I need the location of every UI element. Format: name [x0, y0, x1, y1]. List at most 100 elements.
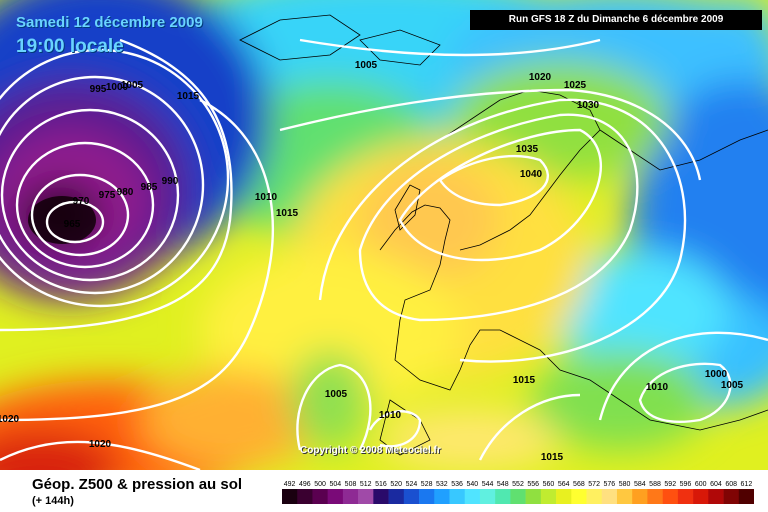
- isobar-label: 1010: [379, 410, 402, 421]
- legend-swatch: [434, 489, 450, 504]
- isobar-label: 985: [141, 182, 158, 193]
- legend-swatch: [297, 489, 313, 504]
- isobar-label: 1005: [121, 80, 144, 91]
- legend-swatch: [449, 489, 466, 504]
- isobar-label: 970: [73, 196, 90, 207]
- legend-swatch: [632, 489, 648, 504]
- isobar-lines: [0, 38, 768, 470]
- isobar-label: 1015: [513, 375, 536, 386]
- legend-swatch: [282, 489, 298, 504]
- forecast-date: Samedi 12 décembre 2009: [16, 14, 203, 31]
- legend-value-label: 596: [680, 481, 692, 488]
- legend-value-label: 492: [284, 481, 296, 488]
- legend-swatch: [738, 489, 754, 504]
- legend-value-label: 612: [741, 481, 753, 488]
- isobar-label: 1000: [106, 82, 129, 93]
- legend-swatch: [708, 489, 724, 504]
- legend-swatch: [327, 489, 344, 504]
- legend-swatch: [647, 489, 663, 504]
- legend-swatch: [403, 489, 420, 504]
- legend-swatch: [373, 489, 389, 504]
- copyright-label: Copyright © 2008 Meteociel.fr: [300, 445, 441, 456]
- isobar-label: 1005: [355, 60, 378, 71]
- legend-value-label: 540: [466, 481, 478, 488]
- legend-value-label: 528: [421, 481, 433, 488]
- legend-value-label: 496: [299, 481, 311, 488]
- isobar-label: 1035: [516, 144, 539, 155]
- isobar-label: 990: [162, 176, 179, 187]
- isobar-label: 1040: [520, 169, 543, 180]
- legend-value-label: 556: [527, 481, 539, 488]
- color-scale-legend: 492 496 500 504 508 512 516 520 524 528 532 536 540 5…: [282, 481, 754, 504]
- legend-value-label: 600: [695, 481, 707, 488]
- isobar-label: 1015: [541, 452, 564, 463]
- legend-swatch: [419, 489, 435, 504]
- legend-value-label: 588: [649, 481, 661, 488]
- legend-value-label: 512: [360, 481, 372, 488]
- isobar-label: 975: [99, 190, 116, 201]
- isobar-label: 965: [64, 219, 81, 230]
- isobar-label: 980: [117, 187, 134, 198]
- legend-value-label: 548: [497, 481, 509, 488]
- forecast-time: 19:00 locale: [16, 36, 124, 57]
- map-title: Géop. Z500 & pression au sol: [32, 476, 243, 493]
- legend-value-label: 552: [512, 481, 524, 488]
- legend-value-label: 584: [634, 481, 646, 488]
- model-run-label: Run GFS 18 Z du Dimanche 6 décembre 2009: [470, 10, 762, 30]
- legend-value-label: 500: [314, 481, 326, 488]
- isobar-label: 1015: [276, 208, 299, 219]
- legend-value-label: 564: [558, 481, 570, 488]
- legend-value-label: 508: [345, 481, 357, 488]
- isobar-label: 1030: [577, 100, 600, 111]
- isobar-label: 1005: [721, 380, 744, 391]
- legend-value-label: 516: [375, 481, 387, 488]
- legend-swatch: [495, 489, 511, 504]
- isobar-label: 1000: [705, 369, 728, 380]
- isobar-label: 1020: [529, 72, 552, 83]
- isobar-label: 1015: [177, 91, 200, 102]
- legend-swatch: [479, 489, 496, 504]
- isobar-label: 1020: [0, 414, 20, 425]
- isobar-label: 1010: [646, 382, 669, 393]
- legend-swatch: [464, 489, 481, 504]
- legend-value-label: 576: [604, 481, 616, 488]
- isobar-label: 1005: [325, 389, 348, 400]
- legend-value-label: 604: [710, 481, 722, 488]
- legend-value-label: 520: [390, 481, 402, 488]
- legend-value-label: 580: [619, 481, 631, 488]
- legend-value-label: 536: [451, 481, 463, 488]
- legend-swatch: [358, 489, 374, 504]
- isobar-label: 1010: [255, 192, 278, 203]
- legend-swatch: [540, 489, 557, 504]
- legend-swatch: [601, 489, 618, 504]
- legend-swatch: [693, 489, 709, 504]
- legend-value-label: 568: [573, 481, 585, 488]
- legend-value-label: 560: [543, 481, 555, 488]
- legend-value-label: 608: [725, 481, 737, 488]
- legend-swatch: [525, 489, 542, 504]
- legend-swatch: [662, 489, 679, 504]
- legend-value-label: 544: [482, 481, 494, 488]
- isobar-label: 995: [90, 84, 107, 95]
- legend-value-label: 572: [588, 481, 600, 488]
- color-field: [0, 0, 768, 470]
- isobar-label: 1025: [564, 80, 587, 91]
- legend-swatch: [677, 489, 694, 504]
- legend-value-label: 532: [436, 481, 448, 488]
- legend-value-label: 524: [406, 481, 418, 488]
- legend-swatch: [312, 489, 328, 504]
- legend-value-label: 592: [664, 481, 676, 488]
- forecast-lead-time: (+ 144h): [32, 495, 74, 507]
- legend-swatch: [723, 489, 740, 504]
- isobar-label: 1020: [89, 439, 112, 450]
- legend-swatch: [586, 489, 603, 504]
- legend-swatch: [388, 489, 405, 504]
- legend-swatch: [556, 489, 572, 504]
- legend-swatch: [342, 489, 359, 504]
- legend-value-label: 504: [329, 481, 341, 488]
- legend-swatch: [616, 489, 633, 504]
- legend-swatch: [510, 489, 526, 504]
